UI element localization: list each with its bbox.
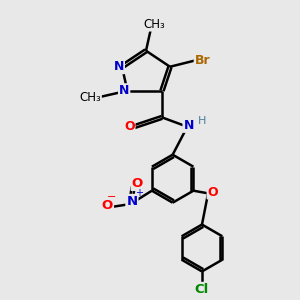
Text: N: N: [119, 84, 129, 97]
Text: CH₃: CH₃: [143, 18, 165, 31]
Text: −: −: [107, 192, 117, 202]
Text: Cl: Cl: [195, 283, 209, 296]
Text: N: N: [126, 195, 137, 208]
Text: N: N: [114, 60, 124, 73]
Text: O: O: [132, 177, 143, 190]
Text: O: O: [124, 120, 134, 133]
Text: O: O: [102, 199, 113, 212]
Text: +: +: [135, 188, 143, 198]
Text: Br: Br: [195, 54, 210, 67]
Text: N: N: [184, 119, 194, 132]
Text: H: H: [198, 116, 206, 126]
Text: O: O: [208, 185, 218, 199]
Text: CH₃: CH₃: [79, 91, 101, 104]
